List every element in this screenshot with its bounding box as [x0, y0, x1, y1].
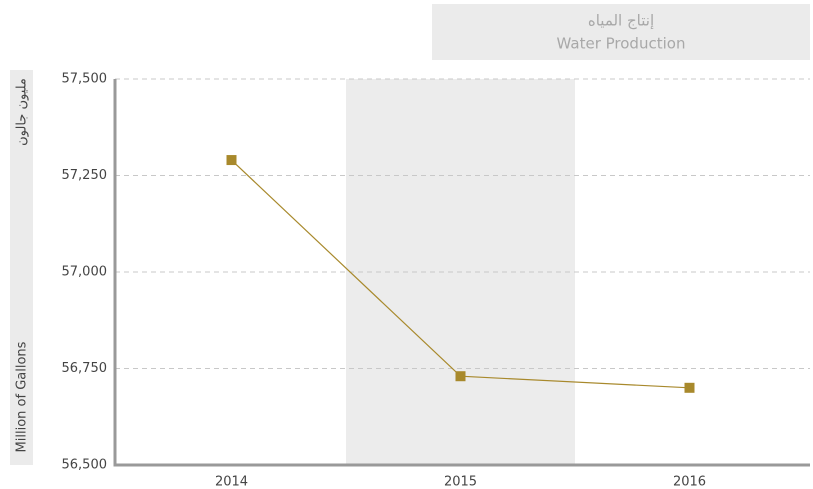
y-tick-label: 57,500: [62, 72, 108, 87]
legend-box: [432, 4, 810, 60]
y-axis-label-ar: مليون جالون: [15, 78, 30, 146]
y-label-box: [10, 70, 33, 465]
y-tick-label: 57,000: [62, 265, 108, 280]
x-tick-label: 2014: [215, 475, 248, 489]
y-axis-label: Million of Gallons: [15, 341, 30, 452]
x-tick-label: 2015: [444, 475, 477, 489]
point: [684, 382, 695, 393]
y-tick-label: 56,500: [62, 458, 108, 473]
point: [455, 371, 466, 382]
point: [226, 155, 237, 166]
x-tick-label: 2016: [673, 475, 706, 489]
legend-label-ar: إنتاج المياه: [588, 12, 654, 31]
y-tick-label: 56,750: [62, 361, 108, 376]
legend-label: Water Production: [557, 35, 686, 53]
y-tick-label: 57,250: [62, 168, 108, 183]
